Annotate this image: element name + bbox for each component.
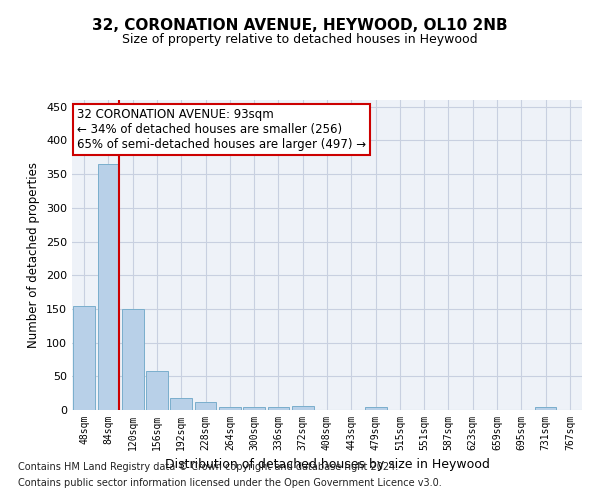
Bar (219, 406, 241, 410)
Text: 32 CORONATION AVENUE: 93sqm
← 34% of detached houses are smaller (256)
65% of se: 32 CORONATION AVENUE: 93sqm ← 34% of det… (77, 108, 366, 151)
Text: Contains public sector information licensed under the Open Government Licence v3: Contains public sector information licen… (18, 478, 442, 488)
Bar (243, 408, 265, 410)
Bar (97, 164, 119, 410)
Y-axis label: Number of detached properties: Number of detached properties (28, 162, 40, 348)
Bar (146, 371, 168, 410)
Bar (292, 406, 314, 410)
Bar (122, 309, 143, 410)
Text: 32, CORONATION AVENUE, HEYWOOD, OL10 2NB: 32, CORONATION AVENUE, HEYWOOD, OL10 2NB (92, 18, 508, 32)
Bar (73, 306, 95, 410)
Bar (170, 398, 192, 410)
Bar (194, 402, 217, 410)
Bar (535, 408, 556, 410)
Text: Contains HM Land Registry data © Crown copyright and database right 2024.: Contains HM Land Registry data © Crown c… (18, 462, 398, 472)
Bar (365, 406, 386, 410)
X-axis label: Distribution of detached houses by size in Heywood: Distribution of detached houses by size … (164, 458, 490, 471)
Text: Size of property relative to detached houses in Heywood: Size of property relative to detached ho… (122, 32, 478, 46)
Bar (268, 408, 289, 410)
